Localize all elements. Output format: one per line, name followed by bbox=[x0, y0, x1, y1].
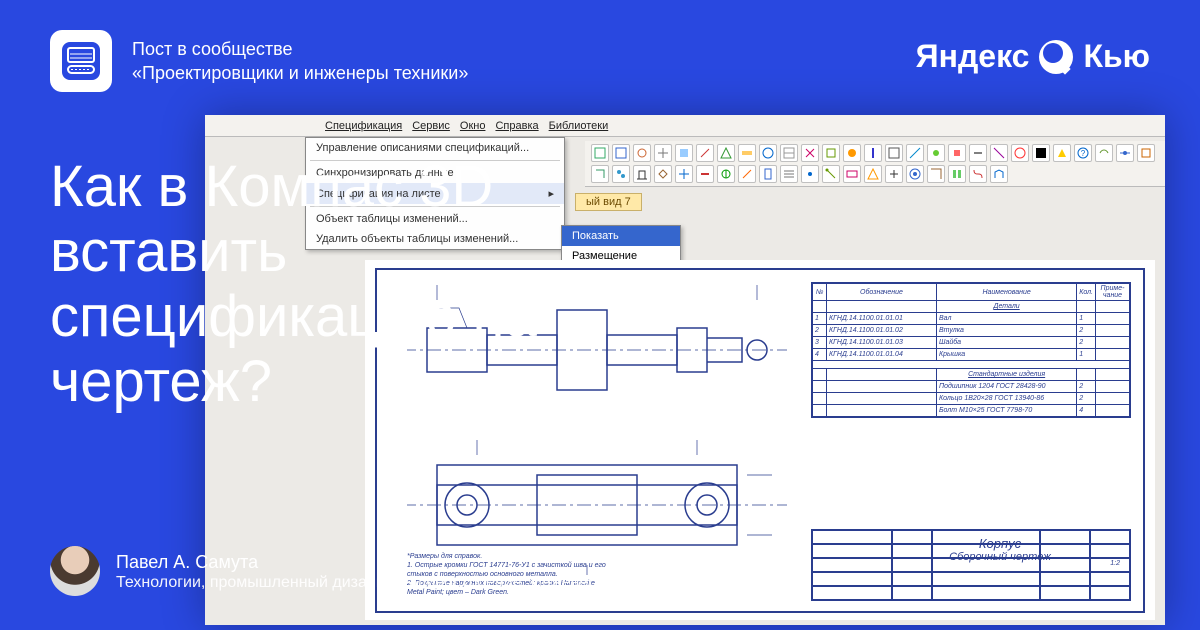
menu-item[interactable]: Спецификация bbox=[325, 120, 402, 132]
tb-icon[interactable] bbox=[843, 144, 861, 162]
tb-icon[interactable] bbox=[1032, 144, 1050, 162]
tb-icon[interactable] bbox=[990, 144, 1008, 162]
menu-item[interactable]: Сервис bbox=[412, 120, 450, 132]
tb-icon[interactable] bbox=[927, 165, 945, 183]
tb-icon[interactable] bbox=[738, 144, 756, 162]
question-title: Как в Компас 3D вставить спецификацию на… bbox=[50, 155, 670, 415]
tb-icon[interactable] bbox=[948, 144, 966, 162]
tb-icon[interactable] bbox=[948, 165, 966, 183]
tb-icon[interactable] bbox=[738, 165, 756, 183]
tb-icon[interactable] bbox=[969, 165, 987, 183]
tb-icon[interactable] bbox=[969, 144, 987, 162]
author-name: Павел А. Самута bbox=[116, 550, 616, 574]
community-label: Пост в сообществе bbox=[132, 37, 468, 61]
menu-item[interactable]: Библиотеки bbox=[549, 120, 609, 132]
tb-icon[interactable] bbox=[1137, 144, 1155, 162]
tb-icon[interactable] bbox=[864, 165, 882, 183]
tb-icon[interactable] bbox=[759, 165, 777, 183]
tb-icon[interactable] bbox=[1011, 144, 1029, 162]
tb-icon[interactable] bbox=[675, 165, 693, 183]
tb-icon[interactable] bbox=[1053, 144, 1071, 162]
title-block: Корпус Сборочный чертеж 1:2 bbox=[811, 529, 1131, 601]
tb-icon[interactable] bbox=[759, 144, 777, 162]
tb-icon[interactable] bbox=[696, 165, 714, 183]
tb-icon[interactable] bbox=[717, 144, 735, 162]
tb-icon[interactable] bbox=[927, 144, 945, 162]
yandex-q-logo[interactable]: Яндекс Кью bbox=[916, 38, 1150, 75]
logo-left: Яндекс bbox=[916, 38, 1030, 75]
avatar bbox=[50, 546, 100, 596]
tb-icon[interactable] bbox=[822, 165, 840, 183]
menu-bar: Спецификация Сервис Окно Справка Библиот… bbox=[205, 115, 1165, 137]
menu-item[interactable]: Окно bbox=[460, 120, 486, 132]
toolbar: ? bbox=[585, 141, 1165, 187]
menu-item[interactable]: Справка bbox=[495, 120, 538, 132]
tb-icon[interactable] bbox=[843, 165, 861, 183]
tb-icon[interactable] bbox=[780, 165, 798, 183]
tb-icon[interactable] bbox=[906, 144, 924, 162]
tb-icon[interactable] bbox=[1116, 144, 1134, 162]
tb-icon[interactable] bbox=[864, 144, 882, 162]
tb-icon[interactable] bbox=[906, 165, 924, 183]
help-icon[interactable]: ? bbox=[1074, 144, 1092, 162]
community-name: «Проектировщики и инженеры техники» bbox=[132, 61, 468, 85]
community-icon bbox=[50, 30, 112, 92]
author-tags: Технологии, промышленный дизайн, машинос… bbox=[116, 574, 616, 592]
q-icon bbox=[1039, 40, 1073, 74]
tb-icon[interactable] bbox=[780, 144, 798, 162]
tb-icon[interactable] bbox=[696, 144, 714, 162]
community-header: Пост в сообществе «Проектировщики и инже… bbox=[50, 30, 468, 92]
tb-icon[interactable] bbox=[822, 144, 840, 162]
tb-icon[interactable] bbox=[885, 165, 903, 183]
tb-icon[interactable] bbox=[717, 165, 735, 183]
logo-right: Кью bbox=[1083, 38, 1150, 75]
tb-icon[interactable] bbox=[801, 144, 819, 162]
tb-icon[interactable] bbox=[990, 165, 1008, 183]
tb-icon[interactable] bbox=[801, 165, 819, 183]
tb-icon[interactable] bbox=[675, 144, 693, 162]
author-block[interactable]: Павел А. Самута Технологии, промышленный… bbox=[50, 546, 616, 596]
specification-table: № Обозначение Наименование Кол. Приме-ча… bbox=[811, 282, 1131, 418]
tb-icon[interactable] bbox=[1095, 144, 1113, 162]
tb-icon[interactable] bbox=[885, 144, 903, 162]
svg-text:?: ? bbox=[1081, 149, 1086, 158]
